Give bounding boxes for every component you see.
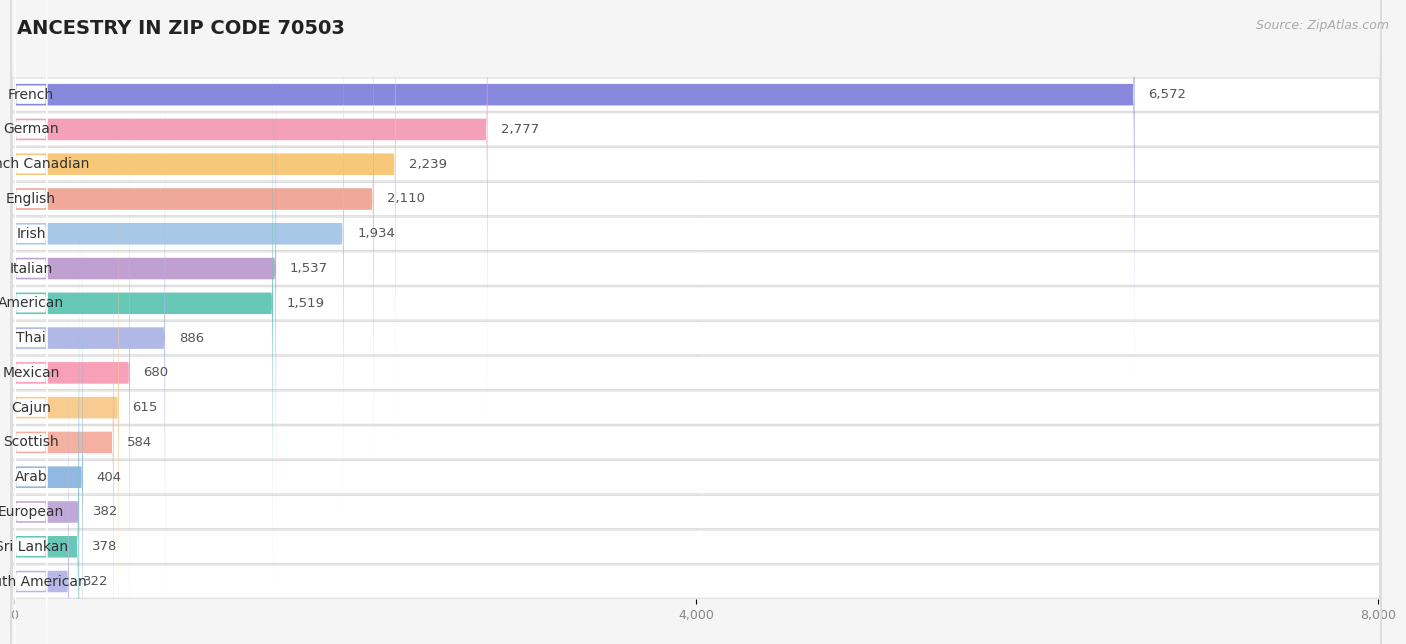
FancyBboxPatch shape [11,77,1381,644]
Text: Mexican: Mexican [3,366,60,380]
Text: Thai: Thai [17,331,46,345]
FancyBboxPatch shape [14,104,48,644]
Text: 1,537: 1,537 [290,262,328,275]
Text: Cajun: Cajun [11,401,51,415]
FancyBboxPatch shape [11,0,1381,644]
FancyBboxPatch shape [11,0,1381,634]
FancyBboxPatch shape [11,0,1381,600]
FancyBboxPatch shape [14,245,79,644]
FancyBboxPatch shape [14,243,48,644]
FancyBboxPatch shape [11,146,1381,644]
FancyBboxPatch shape [14,208,48,644]
FancyBboxPatch shape [11,0,1381,644]
Text: ANCESTRY IN ZIP CODE 70503: ANCESTRY IN ZIP CODE 70503 [17,19,344,39]
FancyBboxPatch shape [14,69,48,644]
Text: 1,934: 1,934 [357,227,395,240]
FancyBboxPatch shape [14,0,1135,397]
Text: 615: 615 [132,401,157,414]
Text: American: American [0,296,65,310]
FancyBboxPatch shape [14,138,48,644]
Text: Source: ZipAtlas.com: Source: ZipAtlas.com [1256,19,1389,32]
FancyBboxPatch shape [14,0,395,466]
FancyBboxPatch shape [14,0,48,503]
Text: 584: 584 [128,436,152,449]
Text: 322: 322 [83,575,108,588]
FancyBboxPatch shape [11,0,1381,495]
FancyBboxPatch shape [14,0,48,433]
FancyBboxPatch shape [11,42,1381,644]
FancyBboxPatch shape [14,210,79,644]
Text: French: French [8,88,55,102]
FancyBboxPatch shape [14,34,48,644]
Text: 2,239: 2,239 [409,158,447,171]
FancyBboxPatch shape [14,0,343,536]
FancyBboxPatch shape [11,181,1381,644]
FancyBboxPatch shape [11,0,1381,644]
FancyBboxPatch shape [14,0,374,501]
Text: 404: 404 [97,471,122,484]
FancyBboxPatch shape [11,7,1381,644]
FancyBboxPatch shape [14,1,273,605]
Text: 378: 378 [93,540,118,553]
FancyBboxPatch shape [14,71,129,644]
FancyBboxPatch shape [11,111,1381,644]
Text: 680: 680 [143,366,169,379]
Text: 2,777: 2,777 [501,123,540,136]
Text: German: German [3,122,59,137]
FancyBboxPatch shape [14,140,114,644]
Text: Sri Lankan: Sri Lankan [0,540,67,554]
Text: Irish: Irish [17,227,46,241]
FancyBboxPatch shape [14,0,276,571]
FancyBboxPatch shape [14,0,48,642]
FancyBboxPatch shape [11,0,1381,644]
Text: 886: 886 [179,332,204,345]
FancyBboxPatch shape [14,173,48,644]
FancyBboxPatch shape [11,0,1381,565]
Text: English: English [6,192,56,206]
FancyBboxPatch shape [14,0,48,468]
Text: Arab: Arab [14,470,48,484]
Text: South American: South American [0,574,87,589]
Text: Italian: Italian [10,261,53,276]
FancyBboxPatch shape [14,0,488,431]
Text: French Canadian: French Canadian [0,157,90,171]
FancyBboxPatch shape [14,0,48,607]
Text: 6,572: 6,572 [1149,88,1187,101]
Text: European: European [0,505,65,519]
Text: 2,110: 2,110 [388,193,426,205]
FancyBboxPatch shape [14,0,48,644]
FancyBboxPatch shape [11,0,1381,530]
Text: Scottish: Scottish [3,435,59,450]
FancyBboxPatch shape [14,175,83,644]
FancyBboxPatch shape [14,0,48,573]
FancyBboxPatch shape [14,106,120,644]
FancyBboxPatch shape [14,36,165,640]
Text: 1,519: 1,519 [287,297,325,310]
FancyBboxPatch shape [14,279,69,644]
Text: 382: 382 [93,506,118,518]
FancyBboxPatch shape [14,0,48,538]
